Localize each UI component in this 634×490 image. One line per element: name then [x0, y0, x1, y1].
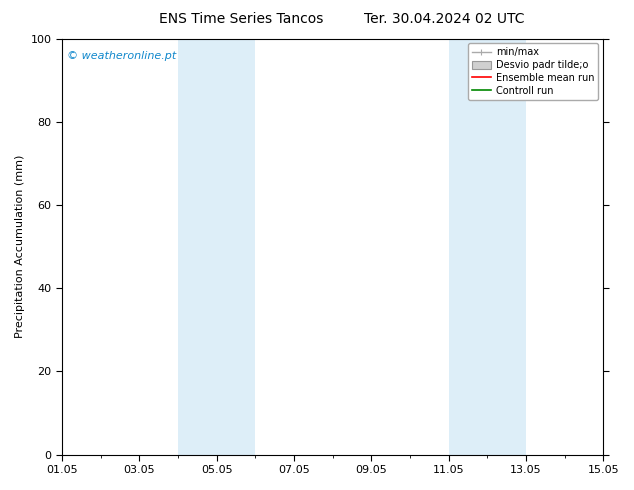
Bar	[178, 39, 256, 455]
Bar	[448, 39, 526, 455]
Text: © weatheronline.pt: © weatheronline.pt	[67, 51, 177, 61]
Legend: min/max, Desvio padr tilde;o, Ensemble mean run, Controll run: min/max, Desvio padr tilde;o, Ensemble m…	[468, 44, 598, 100]
Y-axis label: Precipitation Accumulation (mm): Precipitation Accumulation (mm)	[15, 155, 25, 338]
Text: Ter. 30.04.2024 02 UTC: Ter. 30.04.2024 02 UTC	[363, 12, 524, 26]
Text: ENS Time Series Tancos: ENS Time Series Tancos	[158, 12, 323, 26]
